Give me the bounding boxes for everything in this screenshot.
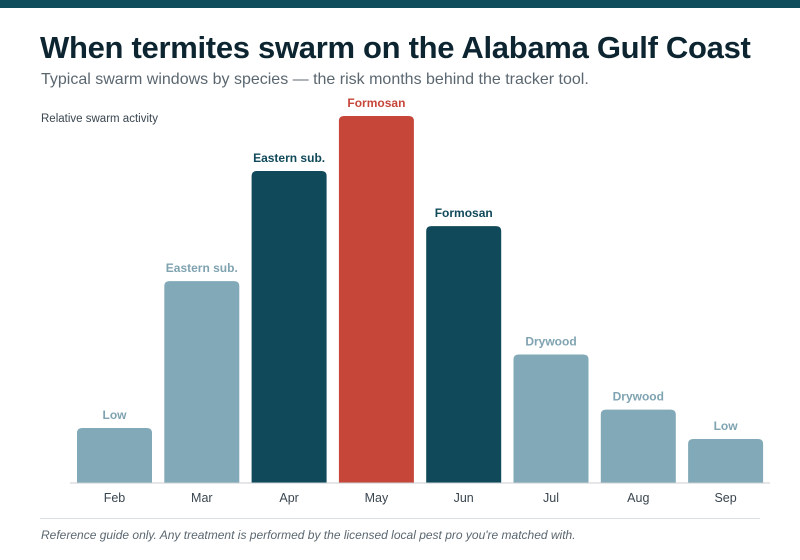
bar-sep	[688, 438, 764, 483]
swarm-bar-chart: Low Eastern sub. Eastern sub. Formosan Formo…	[70, 96, 770, 505]
chart-title: When termites swarm on the Alabama Gulf …	[40, 30, 751, 65]
bar-may	[338, 116, 414, 483]
bar-label-feb: Low	[103, 408, 128, 422]
bar-feb	[77, 427, 152, 483]
bars-group: Low Eastern sub. Eastern sub. Formosan Formo…	[77, 96, 764, 484]
top-accent-bar	[0, 0, 800, 8]
chart-subtitle: Typical swarm windows by species — the r…	[41, 71, 589, 88]
bar-aug	[600, 409, 676, 483]
bar-label-jun: Formosan	[435, 206, 493, 220]
bar-label-aug: Drywood	[613, 390, 664, 404]
x-tick-apr: Apr	[279, 491, 298, 505]
footnote: Reference guide only. Any treatment is p…	[41, 528, 576, 542]
bar-label-jul: Drywood	[525, 335, 576, 349]
x-tick-labels: Feb Mar Apr May Jun Jul Aug Sep	[104, 491, 737, 505]
bar-label-apr: Eastern sub.	[253, 151, 325, 165]
bar-jun	[426, 226, 502, 483]
x-tick-aug: Aug	[627, 491, 649, 505]
bar-mar	[164, 281, 240, 483]
bar-jul	[513, 354, 589, 483]
bar-label-mar: Eastern sub.	[166, 261, 238, 275]
x-tick-sep: Sep	[714, 491, 736, 505]
x-tick-may: May	[365, 491, 389, 505]
bar-apr	[251, 171, 327, 484]
bar-label-may: Formosan	[347, 96, 405, 110]
bar-label-sep: Low	[714, 419, 739, 433]
footer-divider	[40, 518, 760, 519]
x-tick-feb: Feb	[104, 491, 126, 505]
x-tick-jul: Jul	[543, 491, 559, 505]
x-tick-mar: Mar	[191, 491, 213, 505]
x-tick-jun: Jun	[454, 491, 474, 505]
y-axis-label: Relative swarm activity	[41, 113, 158, 125]
